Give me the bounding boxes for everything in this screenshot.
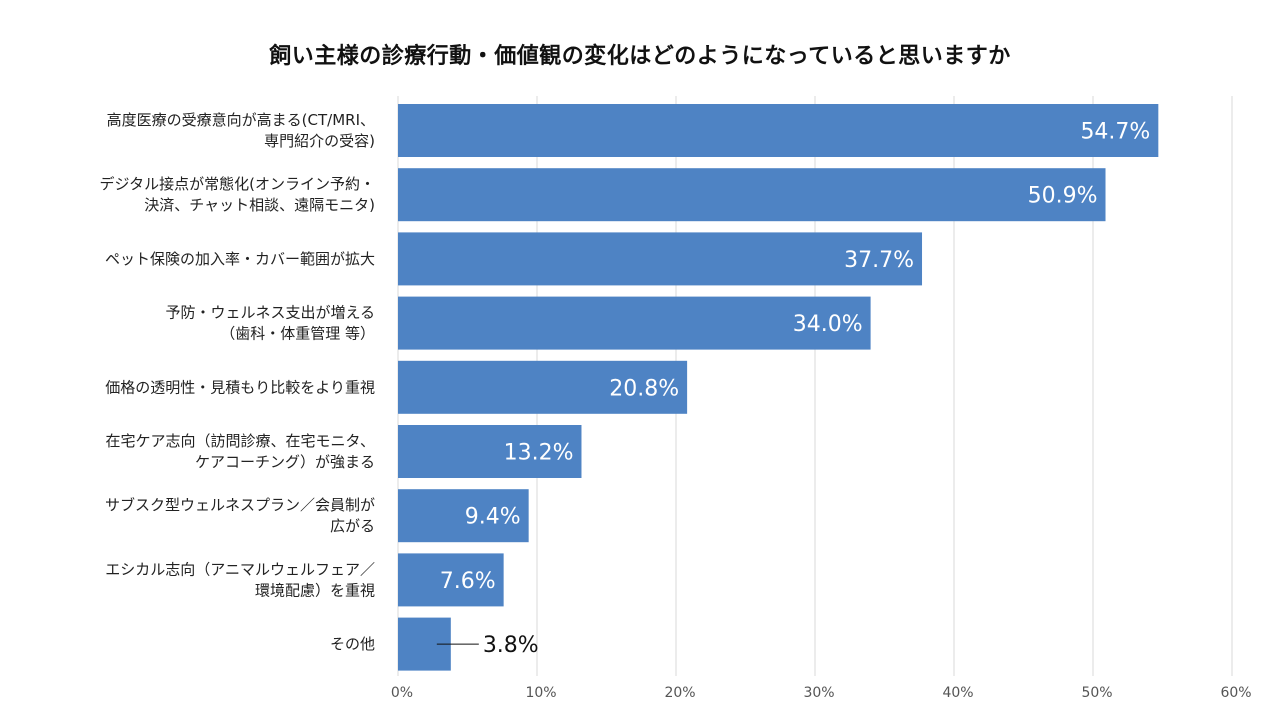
chart-title: 飼い主様の診療行動・価値観の変化はどのようになっていると思いますか [269, 44, 1011, 69]
x-tick-label: 10% [525, 685, 556, 701]
bar [398, 168, 1106, 222]
data-label: 3.8% [483, 633, 539, 658]
x-tick-label: 40% [942, 685, 973, 701]
bar [398, 360, 688, 414]
data-label: 9.4% [465, 505, 521, 530]
data-label: 50.9% [1028, 184, 1098, 209]
category-label: （歯科・体重管理 等） [220, 325, 375, 343]
category-label: 在宅ケア志向（訪問診療、在宅モニタ、 [105, 432, 375, 450]
bar [398, 425, 582, 478]
data-label: 7.6% [440, 569, 496, 594]
category-label: 広がる [330, 517, 375, 535]
data-label: 13.2% [504, 441, 574, 466]
category-label: ペット保険の加入率・カバー範囲が拡大 [105, 250, 375, 268]
category-label: 予防・ウェルネス支出が増える [165, 304, 375, 322]
data-label: 54.7% [1080, 120, 1150, 145]
category-label: デジタル接点が常態化(オンライン予約・ [99, 175, 375, 193]
category-label: 高度医療の受療意向が高まる(CT/MRI、 [107, 111, 375, 129]
bar [398, 296, 871, 350]
category-label: 価格の透明性・見積もり比較をより重視 [105, 378, 375, 396]
bar [398, 232, 923, 286]
category-label: 専門紹介の受容) [264, 132, 375, 150]
x-tick-label: 60% [1220, 685, 1251, 701]
category-label: サブスク型ウェルネスプラン／会員制が [105, 496, 375, 514]
category-label: その他 [330, 635, 375, 653]
category-label: 環境配慮）を重視 [255, 581, 375, 599]
x-tick-label: 50% [1081, 685, 1112, 701]
data-label: 37.7% [844, 248, 914, 273]
x-tick-label: 20% [664, 685, 695, 701]
data-label: 20.8% [609, 376, 679, 401]
bar [398, 553, 504, 607]
category-label: ケアコーチング）が強まる [195, 453, 375, 471]
x-tick-label: 0% [391, 685, 413, 701]
x-tick-label: 30% [803, 685, 834, 701]
bar [398, 104, 1159, 157]
category-label: 決済、チャット相談、遠隔モニタ) [144, 196, 375, 214]
bar [398, 489, 529, 543]
category-label: エシカル志向（アニマルウェルフェア／ [105, 560, 375, 578]
data-label: 34.0% [793, 312, 863, 337]
